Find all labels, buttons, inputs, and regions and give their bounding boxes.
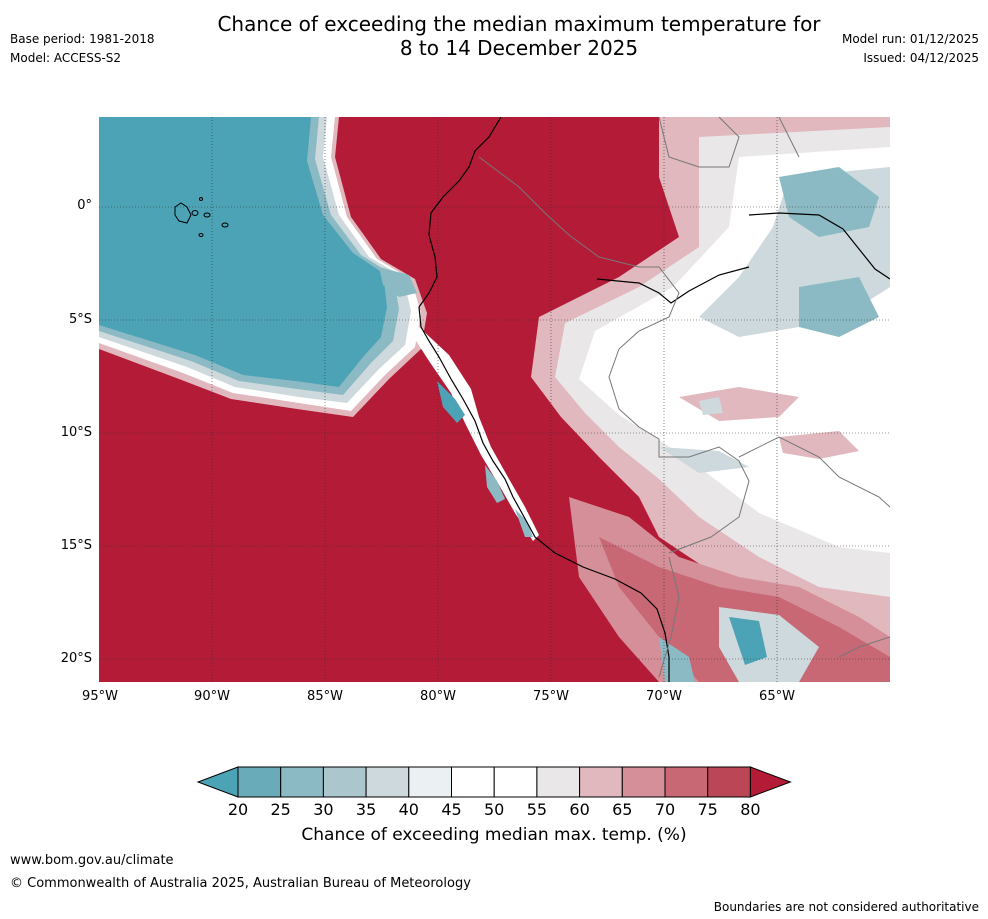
- colorbar-tick-label: 80: [740, 800, 761, 819]
- pacific-low-probability-region: [99, 117, 427, 417]
- model-name: Model: ACCESS-S2: [10, 51, 122, 65]
- lat-label-15s: 15°S: [60, 538, 92, 553]
- colorbar-tick-label: 55: [526, 800, 548, 819]
- southern-high-probability-bands: [569, 497, 890, 682]
- base-period: Base period: 1981-2018: [10, 32, 155, 46]
- colorbar-cell: [408, 766, 453, 798]
- amazon-river-coast: [748, 212, 890, 280]
- colorbar-tick-label: 70: [654, 800, 676, 819]
- colorbar-tick-label: 40: [398, 800, 419, 819]
- galapagos-islands: [174, 197, 229, 237]
- colorbar: [196, 766, 792, 798]
- lat-label-20s: 20°S: [60, 651, 92, 666]
- issued-date: Issued: 04/12/2025: [863, 51, 979, 65]
- colorbar-cell: [621, 766, 666, 798]
- colorbar-tick-label: 30: [313, 800, 334, 819]
- title-line-2: 8 to 14 December 2025: [399, 36, 639, 60]
- colorbar-tick-label: 45: [441, 800, 462, 819]
- lat-label-10s: 10°S: [60, 425, 92, 440]
- chart-title: Chance of exceeding the median maximum t…: [0, 12, 988, 60]
- colorbar-high-extension: [749, 766, 792, 798]
- lat-label-0: 0°: [77, 198, 92, 213]
- coastal-low-probability-strip: [379, 267, 539, 541]
- lon-label-80w: 80°W: [420, 689, 456, 704]
- coastline: [418, 117, 670, 682]
- colorbar-cell: [451, 766, 495, 798]
- amazon-moderate-region: [531, 117, 890, 657]
- colorbar-cell: [536, 766, 581, 798]
- river-branch: [596, 266, 750, 304]
- colorbar-tick-label: 20: [227, 800, 249, 819]
- lon-label-85w: 85°W: [307, 689, 343, 704]
- lon-label-95w: 95°W: [82, 689, 118, 704]
- lon-label-90w: 90°W: [194, 689, 230, 704]
- lon-label-65w: 65°W: [759, 689, 795, 704]
- lon-label-75w: 75°W: [533, 689, 569, 704]
- colorbar-cell: [322, 766, 367, 798]
- colorbar-tick-label: 50: [484, 800, 505, 819]
- copyright-notice: © Commonwealth of Australia 2025, Austra…: [10, 876, 471, 891]
- colorbar-tick-label: 60: [569, 800, 590, 819]
- colorbar-cell: [493, 766, 538, 798]
- colorbar-cell: [707, 766, 751, 798]
- colorbar-tick-label: 75: [697, 800, 718, 819]
- colorbar-tick-label: 65: [612, 800, 633, 819]
- colorbar-cell: [664, 766, 709, 798]
- graticule: [99, 117, 890, 682]
- colorbar-cell: [579, 766, 623, 798]
- colorbar-cell: [280, 766, 324, 798]
- country-borders: [478, 117, 890, 678]
- colorbar-cell: [365, 766, 410, 798]
- colorbar-tick-label: 25: [270, 800, 291, 819]
- colorbar-tick-label: 35: [355, 800, 377, 819]
- lon-label-70w: 70°W: [646, 689, 682, 704]
- colorbar-low-extension: [196, 766, 239, 798]
- boundaries-disclaimer: Boundaries are not considered authoritat…: [713, 900, 979, 914]
- colorbar-label: Chance of exceeding median max. temp. (%…: [301, 825, 687, 845]
- title-line-1: Chance of exceeding the median maximum t…: [217, 12, 821, 36]
- probability-map: [99, 117, 890, 682]
- colorbar-cell: [237, 766, 282, 798]
- lat-label-5s: 5°S: [68, 312, 92, 327]
- model-run-date: Model run: 01/12/2025: [841, 32, 979, 46]
- website-link[interactable]: www.bom.gov.au/climate: [10, 853, 174, 868]
